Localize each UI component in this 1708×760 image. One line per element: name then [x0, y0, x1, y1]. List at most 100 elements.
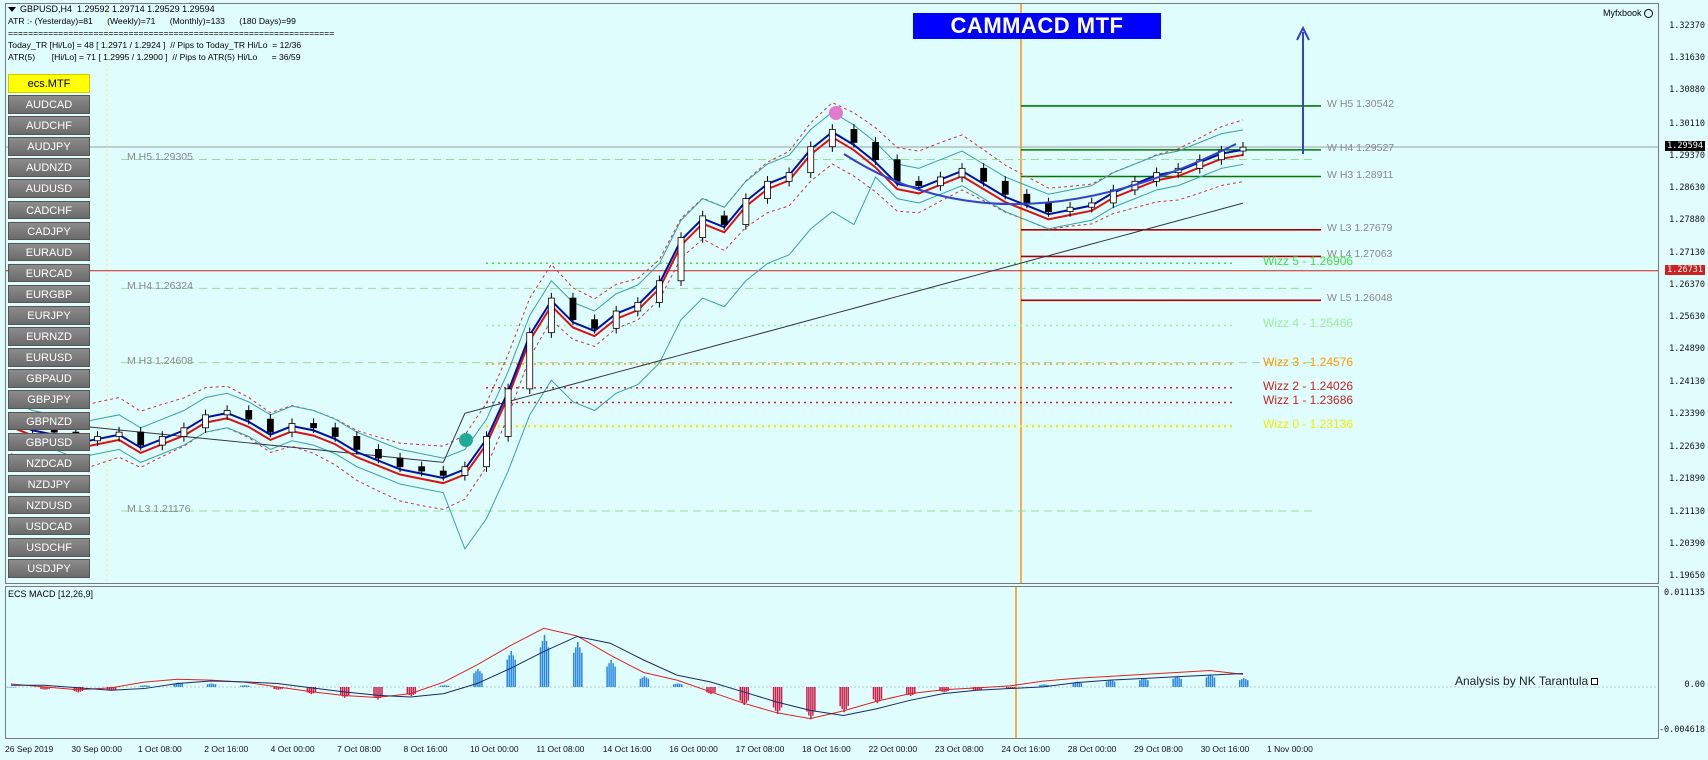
price-tick-label: 1.21890	[1669, 474, 1705, 485]
symbol-button-audusd[interactable]: AUDUSD	[8, 179, 90, 198]
macd-bar-positive	[481, 673, 483, 687]
price-tick-label: 1.27880	[1669, 215, 1705, 226]
macd-panel[interactable]	[5, 586, 1659, 739]
macd-bar-positive	[680, 684, 683, 687]
price-tick-label: 1.27130	[1669, 247, 1705, 258]
macd-bar-positive	[672, 684, 675, 687]
symbol-button-usdjpy[interactable]: USDJPY	[8, 559, 90, 578]
price-tick-label: 1.26370	[1669, 280, 1705, 291]
bearish-candle	[375, 449, 382, 459]
symbol-button-euraud[interactable]: EURAUD	[8, 242, 90, 262]
macd-bar-negative	[406, 687, 409, 694]
weekly-level-label: W H5 1.30542	[1327, 97, 1395, 110]
symbol-button-active[interactable]: ecs.MTF	[8, 74, 90, 93]
symbol-button-cadchf[interactable]: CADCHF	[8, 200, 90, 220]
macd-bar-negative	[743, 687, 746, 705]
symbol-button-audjpy[interactable]: AUDJPY	[8, 137, 90, 156]
macd-bar-negative	[412, 687, 415, 695]
symbol-button-eurcad[interactable]: EURCAD	[8, 263, 90, 283]
symbol-button-eurgbp[interactable]: EURGBP	[8, 284, 90, 304]
price-chart-panel[interactable]	[5, 3, 1659, 584]
symbol-button-eurusd[interactable]: EURUSD	[8, 348, 90, 367]
macd-bar-negative	[46, 687, 48, 690]
macd-bar-negative	[841, 687, 843, 710]
symbol-button-gbpjpy[interactable]: GBPJPY	[8, 390, 90, 409]
bullish-candle	[785, 172, 793, 182]
wizz-level-label: Wizz 0 - 1.23136	[1263, 417, 1354, 432]
atr-summary-line: ATR :- (Yesterday)=81 (Weekly)=71 (Month…	[8, 16, 296, 26]
symbol-button-eurnzd[interactable]: EURNZD	[8, 327, 90, 346]
symbol-button-nzdjpy[interactable]: NZDJPY	[8, 474, 90, 494]
symbol-button-usdchf[interactable]: USDCHF	[8, 538, 90, 557]
symbol-button-eurjpy[interactable]: EURJPY	[8, 306, 90, 325]
macd-bar-positive	[1205, 677, 1208, 687]
symbol-button-audchf[interactable]: AUDCHF	[8, 116, 90, 135]
macd-bar-positive	[545, 641, 548, 687]
time-tick-label: 22 Oct 00:00	[868, 744, 918, 754]
macd-bar-negative	[939, 687, 941, 692]
macd-tick-label: -0.004618	[1658, 725, 1705, 735]
price-tick-label: 1.19650	[1669, 570, 1705, 581]
weekly-level-label: W H4 1.29527	[1327, 141, 1395, 154]
macd-bar-positive	[181, 683, 183, 687]
bearish-candle	[266, 418, 274, 433]
macd-bar-positive	[208, 683, 211, 687]
bullish-candle	[764, 180, 771, 200]
macd-bar-positive	[175, 683, 177, 687]
macd-canvas[interactable]	[6, 587, 1659, 739]
collapse-triangle-icon[interactable]	[8, 7, 16, 13]
price-chart-canvas[interactable]	[6, 4, 1659, 584]
symbol-button-gbpaud[interactable]: GBPAUD	[8, 369, 90, 388]
macd-bar-positive	[1176, 676, 1178, 687]
macd-bar-positive	[210, 683, 213, 687]
bearish-candle	[872, 141, 879, 161]
macd-bar-positive	[1076, 681, 1079, 687]
macd-bar-negative	[906, 687, 908, 694]
bullish-candle	[180, 427, 188, 437]
symbol-button-gbpnzd[interactable]: GBPNZD	[8, 411, 90, 430]
macd-bar-positive	[445, 685, 448, 687]
bullish-candle	[807, 146, 815, 174]
macd-bar-positive	[1039, 684, 1041, 687]
macd-bar-negative	[306, 687, 309, 693]
macd-bar-positive	[1245, 679, 1247, 687]
macd-bar-positive	[13, 687, 15, 688]
macd-bar-negative	[908, 687, 910, 695]
myfxbook-widget[interactable]: Myfxbook	[1603, 8, 1653, 19]
macd-bar-negative	[277, 687, 279, 690]
symbol-button-nzdcad[interactable]: NZDCAD	[8, 453, 90, 473]
marked-price-tag: 1.26731	[1665, 264, 1705, 275]
macd-bar-negative	[347, 687, 350, 696]
macd-bar-negative	[40, 687, 42, 690]
macd-bar-positive	[506, 659, 508, 687]
symbol-button-nzdusd[interactable]: NZDUSD	[8, 495, 90, 515]
macd-bar-negative	[843, 687, 845, 713]
macd-bar-negative	[108, 687, 111, 691]
macd-bar-positive	[543, 634, 546, 687]
symbol-button-cadjpy[interactable]: CADJPY	[8, 221, 90, 241]
indicator-title-banner: CAMMACD MTF	[913, 13, 1161, 39]
macd-bar-positive	[1241, 679, 1243, 687]
symbol-button-audnzd[interactable]: AUDNZD	[8, 158, 90, 177]
macd-bar-negative	[312, 687, 315, 694]
symbol-button-usdcad[interactable]: USDCAD	[8, 516, 90, 536]
macd-bar-negative	[373, 687, 375, 697]
price-tick-label: 1.20390	[1669, 538, 1705, 549]
price-tick-label: 1.31630	[1669, 52, 1705, 63]
macd-bar-negative	[980, 687, 983, 690]
macd-bar-positive	[1172, 678, 1174, 687]
macd-bar-positive	[541, 641, 544, 687]
price-tick-label: 1.23390	[1669, 409, 1705, 420]
macd-bar-positive	[1178, 677, 1180, 687]
macd-bar-negative	[379, 687, 381, 699]
time-tick-label: 23 Oct 08:00	[934, 744, 984, 754]
macd-bar-positive	[473, 673, 475, 687]
macd-bar-positive	[142, 685, 144, 687]
macd-bar-negative	[876, 687, 879, 704]
time-tick-label: 1 Nov 00:00	[1267, 744, 1313, 754]
bullish-candle	[828, 129, 836, 148]
symbol-button-gbpusd[interactable]: GBPUSD	[8, 432, 90, 452]
symbol-button-audcad[interactable]: AUDCAD	[8, 95, 90, 114]
bullish-candle	[677, 237, 685, 282]
